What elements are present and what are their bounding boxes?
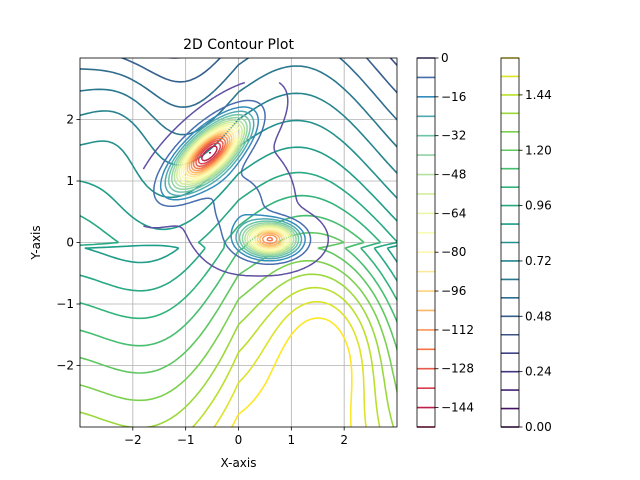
chart-title: 2D Contour Plot: [183, 37, 294, 53]
well-contour-line: [190, 135, 278, 245]
colorbar-tick-label: −80: [441, 245, 466, 259]
well-contour-line: [164, 110, 303, 260]
y-tick-label: 1: [66, 174, 74, 188]
y-axis-ticks: −2 −1 0 1 2: [56, 113, 80, 373]
colorbar-tick-label: −112: [441, 323, 474, 337]
y-tick-label: −2: [56, 359, 74, 373]
background-contour-line: [80, 260, 397, 402]
background-contour-line: [80, 58, 397, 121]
y-tick-label: −1: [56, 297, 74, 311]
background-contours: [80, 46, 408, 427]
well-contour-line: [173, 119, 295, 255]
background-contour-line: [230, 317, 353, 427]
colorbar-tick-label: 0.24: [525, 365, 552, 379]
colorbar-tick-label: −48: [441, 168, 466, 182]
well-contour-line: [167, 113, 300, 258]
colorbar-tick-label: −96: [441, 284, 466, 298]
background-contour-line: [80, 65, 397, 148]
background-contour-line: [167, 58, 397, 67]
well-contour-line: [180, 125, 289, 252]
colorbar-background: 0.00 0.24 0.48 0.72 0.96 1.20 1.44: [500, 57, 552, 434]
well-contour-line: [192, 137, 274, 242]
well-contours: [142, 81, 330, 277]
x-axis-ticks: −2 −1 0 1 2: [124, 427, 348, 447]
colorbar-well: 0 −16 −32 −48 −64 −80 −96 −112 −128 −144: [416, 51, 474, 428]
y-axis-label: Y-axis: [29, 225, 43, 260]
well-contour-line: [178, 123, 291, 253]
background-contour-line: [191, 286, 381, 427]
well-contour-line: [184, 129, 285, 249]
colorbar-tick-label: −128: [441, 362, 474, 376]
y-tick-label: 2: [66, 113, 74, 127]
colorbar-frame: [500, 57, 520, 428]
colorbar-tick-label: 0.72: [525, 254, 552, 268]
well-contour-line: [176, 121, 293, 254]
plot-area: −2 −1 0 1 2 −2 −1 0 1 2: [56, 46, 408, 447]
well-contour-line: [197, 142, 222, 165]
background-contour-line: [80, 171, 397, 292]
well-contour-line: [188, 133, 281, 247]
well-contour-line: [170, 116, 297, 257]
well-contour-line: [153, 99, 312, 266]
colorbar-tick-label: −16: [441, 90, 466, 104]
colorbar-tick-label: −32: [441, 129, 466, 143]
colorbar-frame: [416, 57, 436, 428]
background-contour-line: [213, 300, 367, 427]
background-contour-line: [405, 46, 408, 49]
well-contour-line: [142, 81, 330, 277]
well-contour-line: [195, 139, 224, 168]
x-tick-label: −2: [124, 433, 142, 447]
colorbar-tick-label: 0.96: [525, 199, 552, 213]
x-tick-label: 2: [340, 433, 348, 447]
background-contour-line: [80, 146, 397, 264]
background-contour-line: [119, 58, 397, 94]
colorbar-tick-label: 0.48: [525, 309, 552, 323]
colorbar-tick-label: 1.44: [525, 88, 552, 102]
x-tick-label: −1: [177, 433, 195, 447]
well-contour-line: [182, 127, 287, 250]
colorbar-tick-label: −64: [441, 206, 466, 220]
well-contour-line: [159, 106, 306, 262]
well-contour-line: [186, 131, 283, 248]
y-tick-label: 0: [66, 236, 74, 250]
background-contour-line: [80, 194, 397, 320]
background-contour-line: [80, 273, 395, 427]
x-axis-label: X-axis: [221, 456, 257, 470]
colorbar-tick-label: 1.20: [525, 143, 552, 157]
well-contour-line: [201, 145, 218, 162]
x-tick-label: 1: [288, 433, 296, 447]
colorbar-tick-label: 0: [441, 51, 449, 65]
colorbar-tick-label: 0.00: [525, 420, 552, 434]
x-tick-label: 0: [235, 433, 243, 447]
colorbar-tick-label: −144: [441, 401, 474, 415]
